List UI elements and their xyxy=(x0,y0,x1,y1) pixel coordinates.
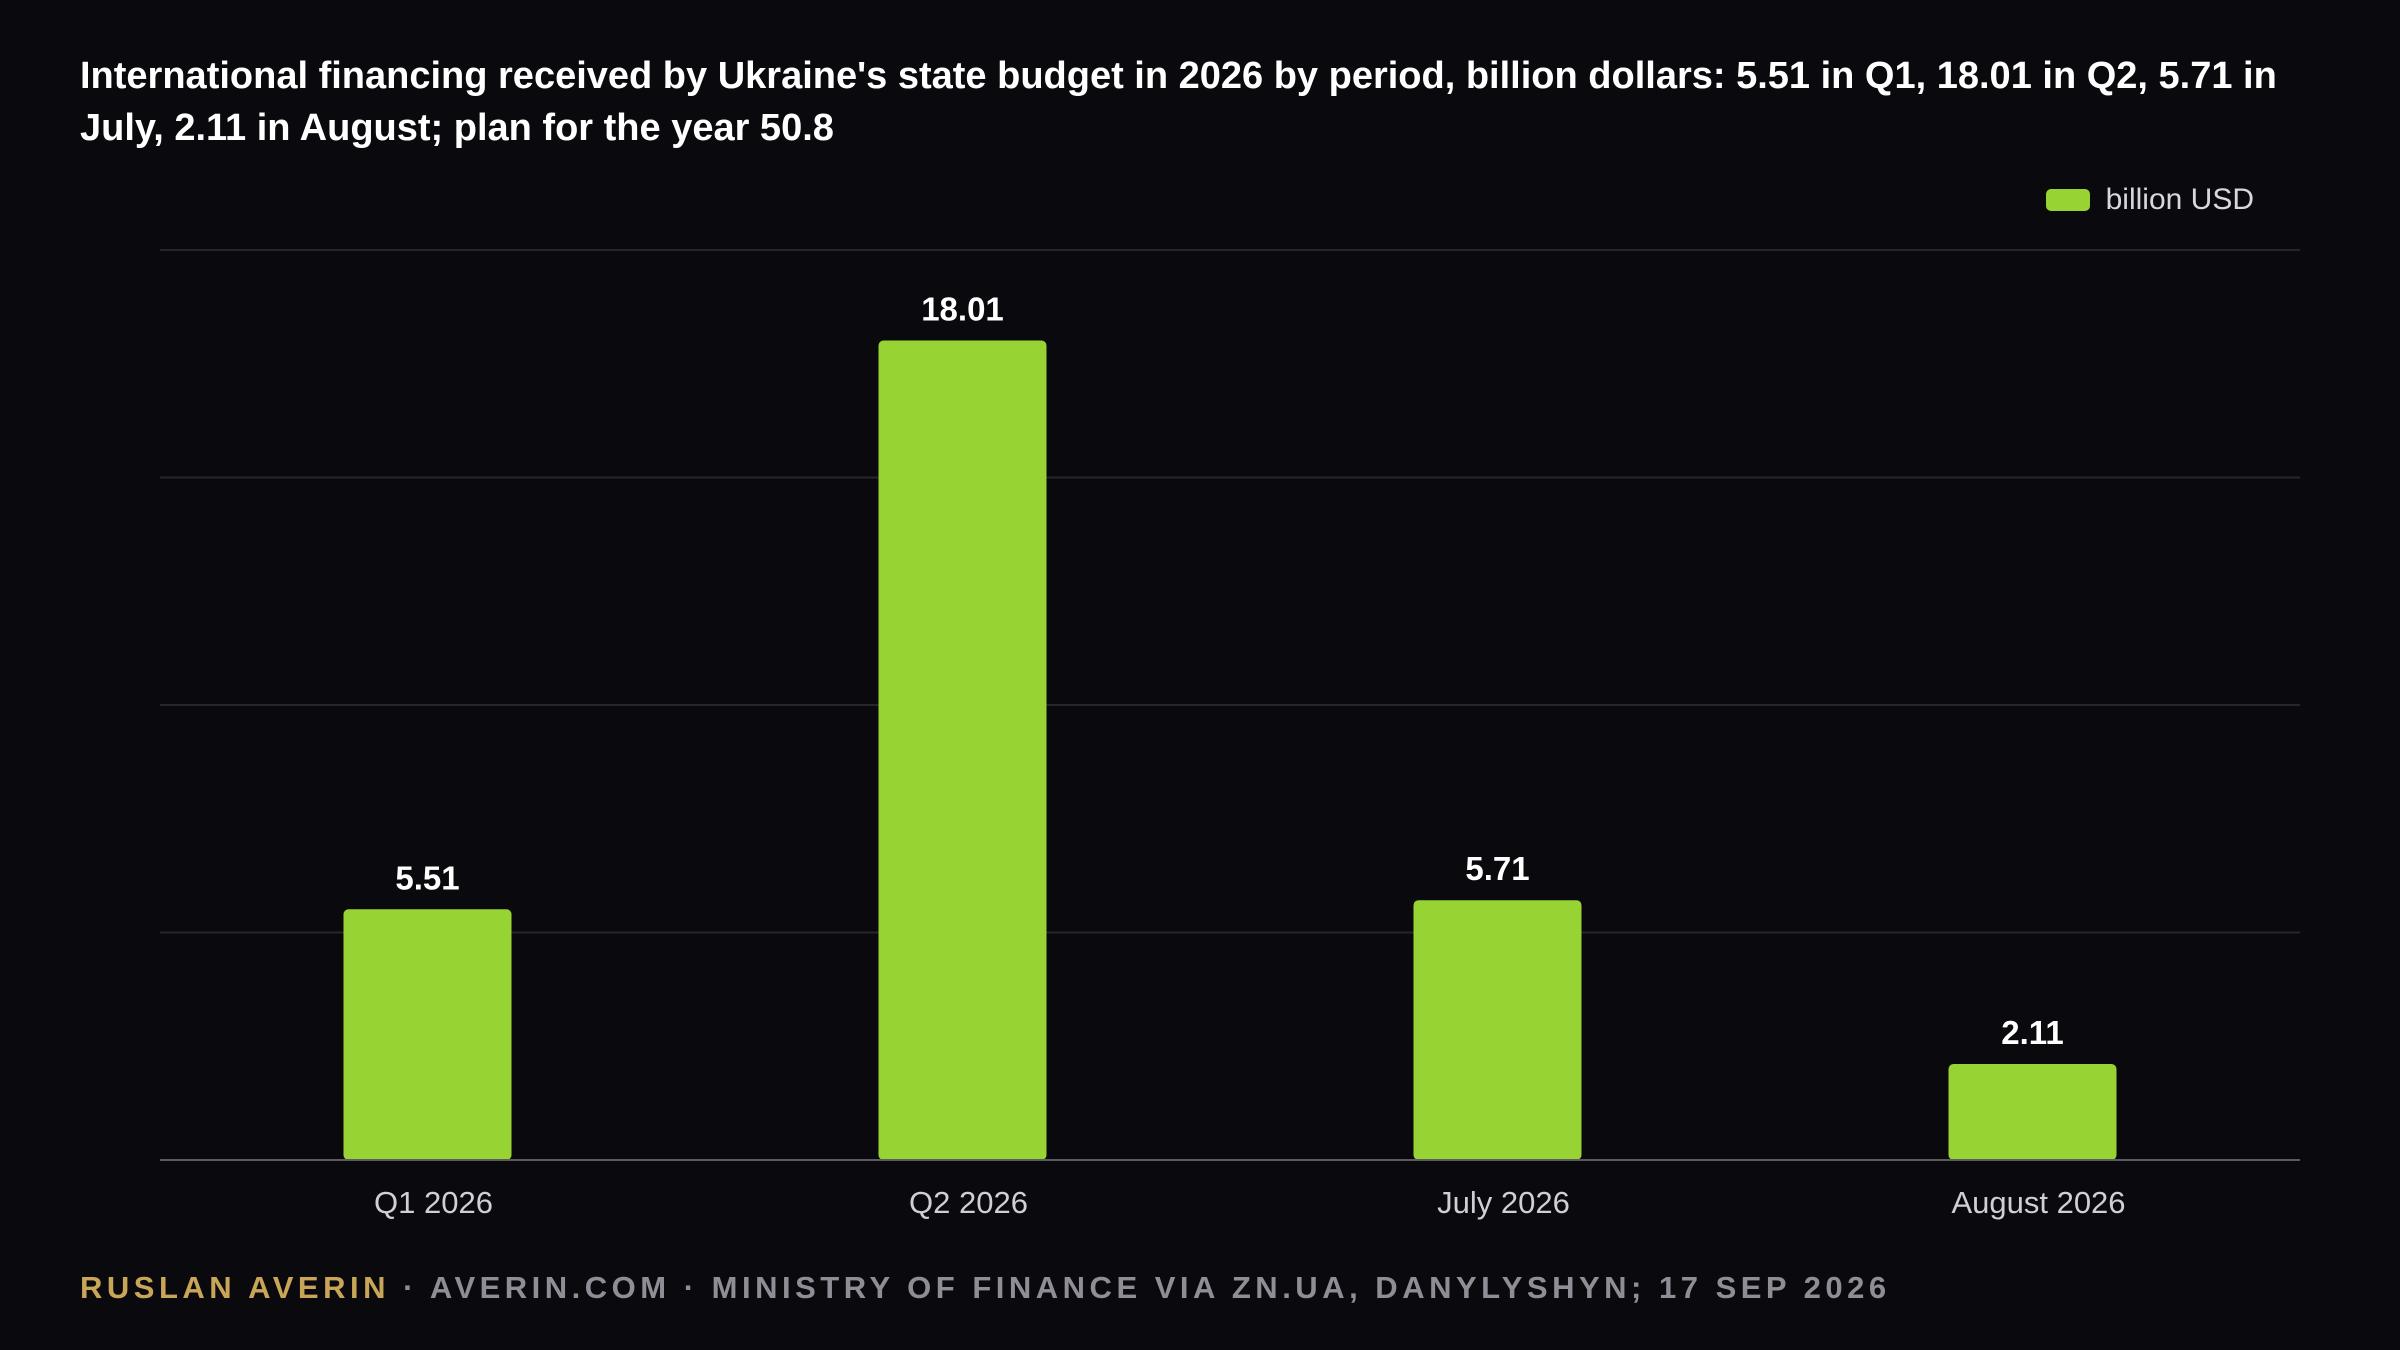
chart-title: International financing received by Ukra… xyxy=(80,55,2277,149)
x-tick-label: August 2026 xyxy=(1951,1185,2125,1220)
bar xyxy=(343,909,512,1160)
footer-source: · AVERIN.COM · MINISTRY OF FINANCE VIA Z… xyxy=(389,1270,1891,1305)
x-tick-label: Q1 2026 xyxy=(374,1185,493,1220)
bar-value-label: 2.11 xyxy=(2001,1014,2063,1051)
legend-swatch xyxy=(2045,189,2090,211)
bar-value-label: 18.01 xyxy=(921,291,1004,328)
footer-author: RUSLAN AVERIN xyxy=(80,1270,390,1305)
legend-label: billion USD xyxy=(2105,183,2254,216)
bar xyxy=(1948,1063,2117,1160)
bar xyxy=(1413,900,1582,1160)
bar xyxy=(878,340,1047,1160)
footer-credits: RUSLAN AVERIN · AVERIN.COM · MINISTRY OF… xyxy=(80,1270,1891,1306)
x-tick-label: July 2026 xyxy=(1437,1185,1570,1220)
bar-value-label: 5.51 xyxy=(395,859,459,896)
bar-chart: 5.51 Q1 2026 18.01 Q2 2026 5.71 July 2026 2.11… xyxy=(160,249,2300,1220)
x-tick-label: Q2 2026 xyxy=(909,1185,1028,1220)
bar-value-label: 5.71 xyxy=(1465,850,1529,887)
legend: billion USD xyxy=(2045,183,2254,217)
